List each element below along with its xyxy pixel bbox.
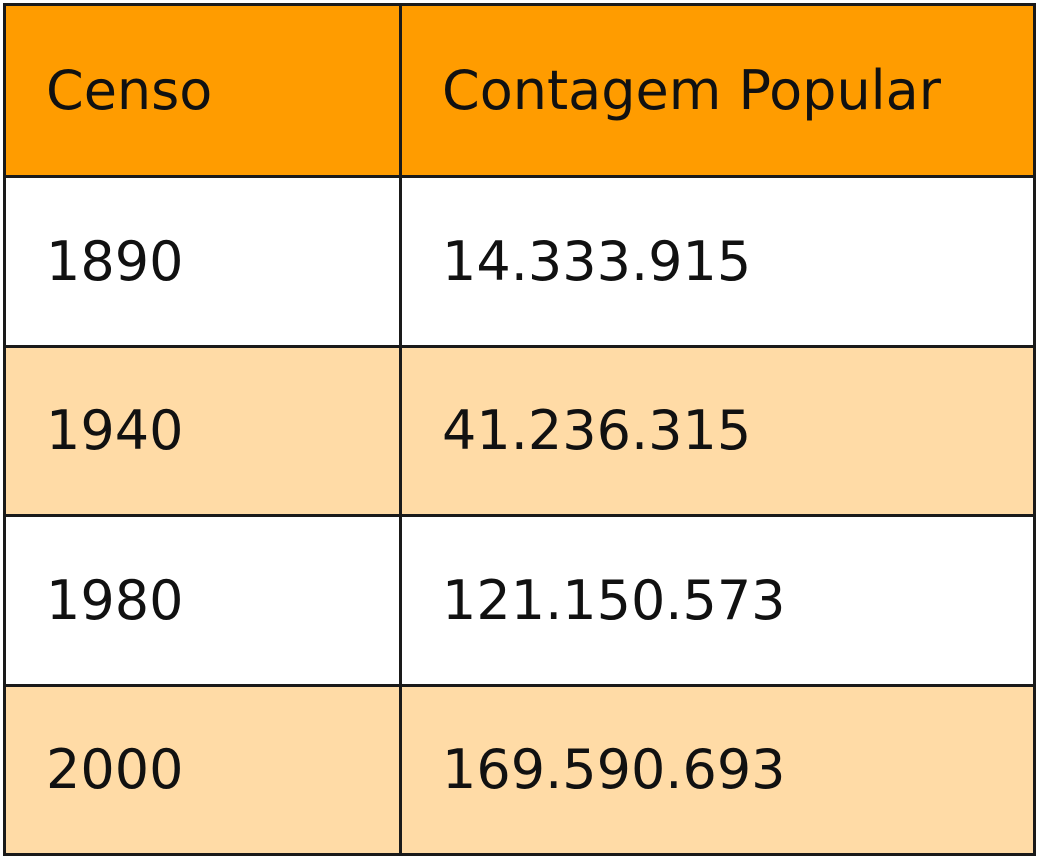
census-table: Censo Contagem Popular 1890 14.333.915 1…	[3, 2, 1036, 857]
table-row: 1940 41.236.315	[3, 344, 1036, 518]
header-cell: Censo	[3, 2, 402, 179]
header-row: Censo Contagem Popular	[3, 2, 1036, 179]
count-cell: 121.150.573	[399, 514, 1036, 687]
count-cell: 14.333.915	[399, 175, 1036, 348]
table-row: 1890 14.333.915	[3, 175, 1036, 348]
count-cell: 169.590.693	[399, 683, 1036, 857]
table-row: 2000 169.590.693	[3, 683, 1036, 857]
header-cell: Contagem Popular	[399, 2, 1036, 179]
year-cell: 1980	[3, 514, 402, 687]
year-cell: 1890	[3, 175, 402, 348]
count-cell: 41.236.315	[399, 344, 1036, 518]
year-cell: 2000	[3, 683, 402, 857]
table-row: 1980 121.150.573	[3, 514, 1036, 687]
year-cell: 1940	[3, 344, 402, 518]
